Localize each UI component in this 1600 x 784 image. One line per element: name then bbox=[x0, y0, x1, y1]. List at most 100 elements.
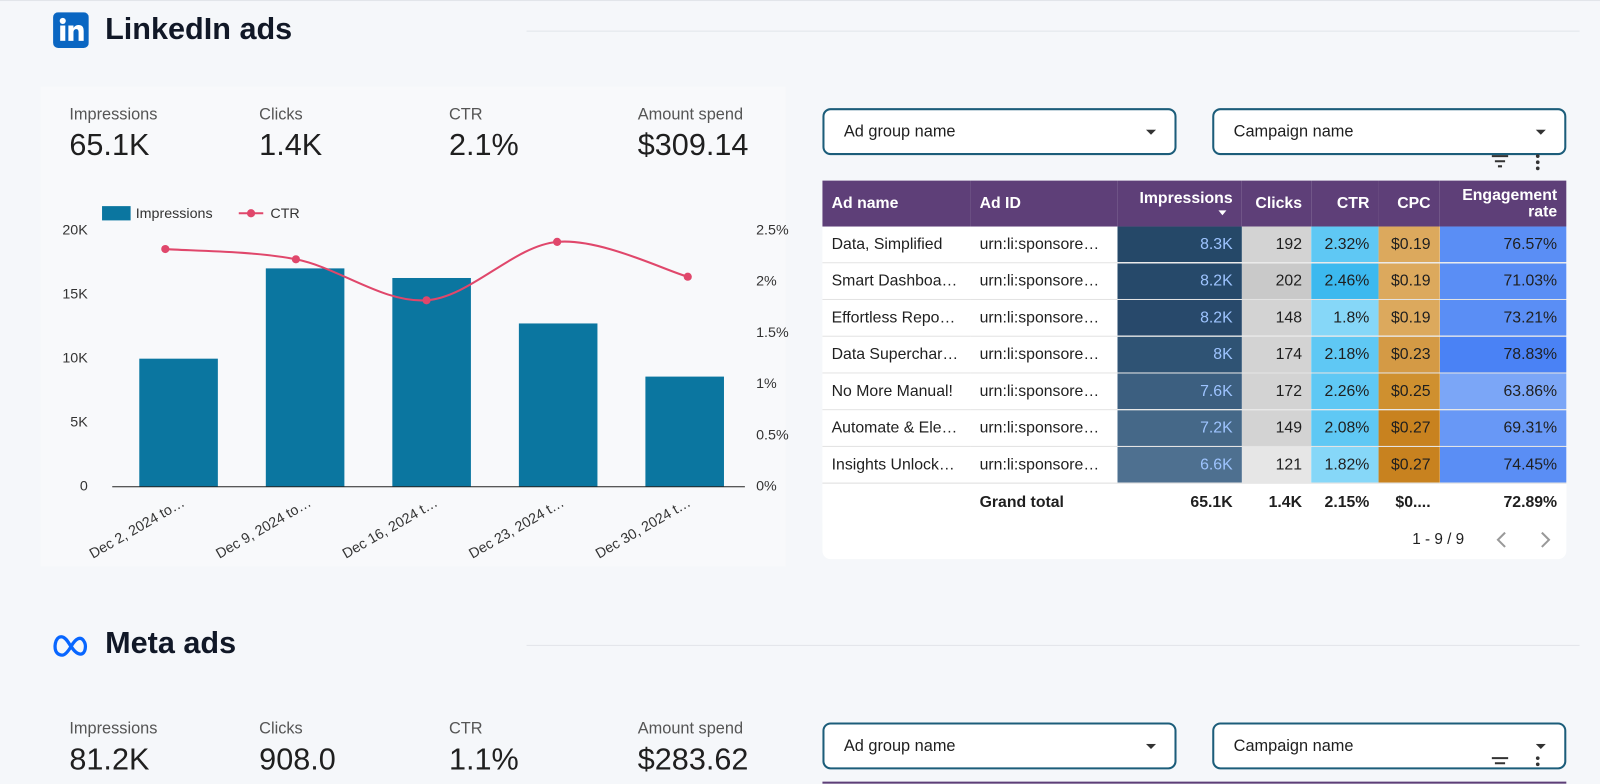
table-cell: 7.2K bbox=[1117, 409, 1242, 447]
filter-label: Campaign name bbox=[1233, 737, 1354, 756]
kpi-label: Amount spend bbox=[637, 720, 744, 738]
kpi-label: Amount spend bbox=[637, 106, 744, 124]
table-cell: 7.6K bbox=[1117, 372, 1242, 411]
table-cell: urn:li:sponsore… bbox=[970, 372, 1118, 411]
bar bbox=[645, 376, 724, 487]
chart: 0 5K 10K 15K 20K 0% 0.5% 1% 1.5% 2% 2.5% Dec 2, 202… bbox=[62, 206, 789, 562]
table-cell: 1.82% bbox=[1311, 446, 1379, 484]
grand-total-row: Grand total 65.1K 1.4K 2.15% $0.... 72.89% bbox=[822, 483, 1567, 523]
table-cell: Automate & Ele… bbox=[822, 409, 971, 447]
table-cell: 78.83% bbox=[1439, 336, 1567, 374]
filter-label: Ad group name bbox=[843, 737, 956, 756]
legend-label: CTR bbox=[270, 206, 299, 222]
table-cell: urn:li:sponsore… bbox=[970, 336, 1118, 374]
table-cell: 63.86% bbox=[1439, 372, 1567, 411]
pagination: 1 - 9 / 9 bbox=[1412, 530, 1465, 548]
x-tick-label: Dec 9, 2024 to… bbox=[213, 495, 314, 562]
table-cell: 69.31% bbox=[1439, 409, 1567, 447]
table-cell: 2.08% bbox=[1311, 409, 1379, 447]
table-tools[interactable] bbox=[1491, 153, 1548, 171]
x-tick-label: Dec 23, 2024 t… bbox=[466, 495, 567, 562]
table-cell: Data, Simplified bbox=[822, 226, 971, 264]
bar bbox=[139, 358, 218, 487]
linkedin-logo bbox=[53, 12, 89, 48]
table-cell: 202 bbox=[1241, 262, 1312, 300]
x-tick-label: Dec 2, 2024 to… bbox=[87, 495, 188, 562]
line-point bbox=[553, 237, 562, 246]
kpi-value: $309.14 bbox=[637, 128, 749, 163]
table-cell: 8.3K bbox=[1117, 226, 1242, 264]
table-cell: $0.19 bbox=[1378, 262, 1440, 300]
column-header: CTR bbox=[1311, 180, 1379, 227]
table-cell: 192 bbox=[1241, 226, 1312, 264]
table-cell: 172 bbox=[1241, 372, 1312, 411]
section-title: LinkedIn ads bbox=[105, 12, 293, 46]
table-cell: 6.6K bbox=[1117, 446, 1242, 484]
table-cell: 174 bbox=[1241, 336, 1312, 374]
table-cell: 8.2K bbox=[1117, 299, 1242, 337]
filter-dropdown[interactable]: Ad group name bbox=[822, 722, 1177, 770]
sort-arrow bbox=[1218, 210, 1227, 216]
divider bbox=[526, 644, 1580, 646]
kpi-label: CTR bbox=[448, 720, 483, 738]
table-cell: 8.2K bbox=[1117, 262, 1242, 300]
column-header: Ad name bbox=[822, 180, 971, 227]
filter-dropdown[interactable]: Campaign name bbox=[1212, 108, 1567, 156]
table-cell: Effortless Repo… bbox=[822, 299, 971, 337]
legend-label: Impressions bbox=[136, 206, 213, 222]
y-tick-label: 0 bbox=[80, 478, 88, 494]
filter-dropdown[interactable]: Ad group name bbox=[822, 108, 1177, 156]
kpi-value: $283.62 bbox=[637, 742, 749, 777]
line-point bbox=[161, 244, 170, 254]
top-border bbox=[0, 0, 1600, 2]
x-tick-label: Dec 30, 2024 t… bbox=[593, 495, 694, 562]
pager-buttons[interactable] bbox=[1493, 531, 1554, 549]
column-header[interactable]: Impressions bbox=[1117, 180, 1242, 227]
y2-tick-label: 1% bbox=[756, 376, 777, 392]
grand-total-cell: 72.89% bbox=[1439, 483, 1567, 523]
grand-total-label: Grand total bbox=[970, 483, 1118, 523]
filter-dropdown[interactable]: Campaign name bbox=[1212, 722, 1567, 770]
column-header: CPC bbox=[1378, 180, 1440, 227]
y2-tick-label: 0% bbox=[756, 478, 777, 494]
table-cell: urn:li:sponsore… bbox=[970, 262, 1118, 300]
table-cell: $0.23 bbox=[1378, 336, 1440, 374]
y-tick-label: 5K bbox=[70, 414, 88, 430]
table-cell: 71.03% bbox=[1439, 262, 1567, 300]
table-row: Data, Simplified urn:li:sponsore… 8.3K 192 2… bbox=[822, 226, 1567, 264]
kpi-label: Clicks bbox=[259, 106, 303, 124]
kpi-value: 65.1K bbox=[69, 128, 150, 163]
y-tick-label: 20K bbox=[62, 222, 88, 238]
kpi-label: Clicks bbox=[259, 720, 303, 738]
table-cell: $0.19 bbox=[1378, 226, 1440, 264]
bar bbox=[265, 268, 345, 487]
table-row: No More Manual! urn:li:sponsore… 7.6K 172 2.… bbox=[822, 372, 1567, 411]
line-point bbox=[422, 296, 431, 305]
table-cell: 74.45% bbox=[1439, 446, 1567, 484]
table-cell: 8K bbox=[1117, 336, 1242, 374]
kpi-value: 908.0 bbox=[259, 742, 336, 777]
kpi-value: 1.1% bbox=[448, 742, 519, 777]
column-header: Ad ID bbox=[970, 180, 1118, 227]
bar bbox=[518, 323, 598, 487]
grand-total-cell: $0.... bbox=[1378, 483, 1440, 523]
x-tick-label: Dec 16, 2024 t… bbox=[340, 495, 441, 562]
caret bbox=[1145, 129, 1157, 135]
table-cell: urn:li:sponsore… bbox=[970, 409, 1118, 447]
table-cell: 1.8% bbox=[1311, 299, 1379, 337]
table-cell: 121 bbox=[1241, 446, 1312, 484]
y2-tick-label: 0.5% bbox=[756, 427, 789, 443]
table-tools[interactable] bbox=[1491, 755, 1548, 773]
table-cell: $0.27 bbox=[1378, 409, 1440, 447]
y2-tick-label: 1.5% bbox=[756, 325, 789, 341]
table-cell: Insights Unlock… bbox=[822, 446, 971, 484]
table-row: Smart Dashboa… urn:li:sponsore… 8.2K 202 2.4… bbox=[822, 262, 1567, 300]
grand-total-cell: 1.4K bbox=[1241, 483, 1312, 523]
table-cell: urn:li:sponsore… bbox=[970, 299, 1118, 337]
table-cell: 2.26% bbox=[1311, 372, 1379, 411]
legend-swatch bbox=[246, 209, 256, 218]
meta-logo bbox=[53, 635, 88, 657]
grand-total-cell: 65.1K bbox=[1117, 483, 1242, 523]
grand-total-cell: 2.15% bbox=[1311, 483, 1379, 523]
